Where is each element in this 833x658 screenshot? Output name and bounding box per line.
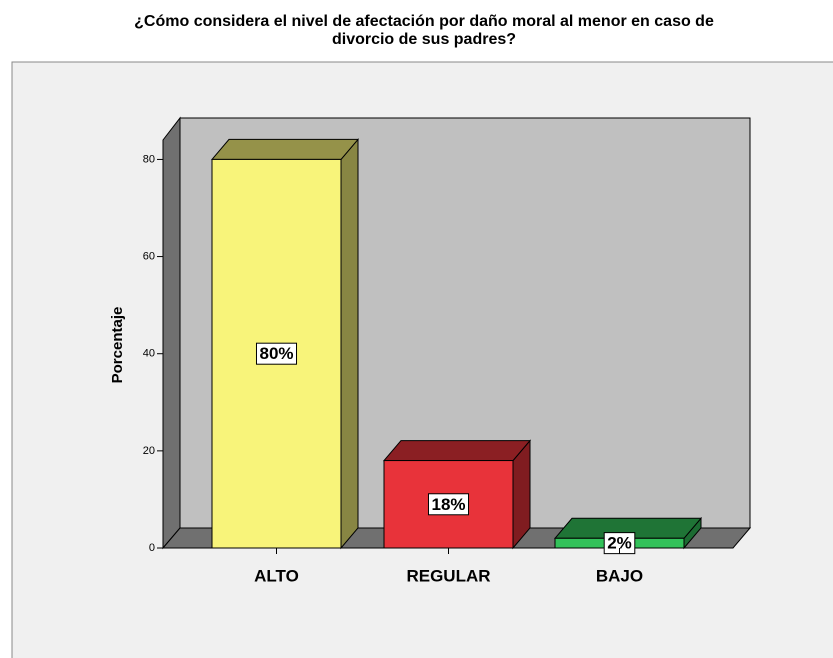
data-label: 80% (259, 344, 293, 363)
x-tick-label: REGULAR (406, 566, 490, 585)
y-axis-label: Porcentaje (109, 307, 126, 384)
bar-top (210, 138, 360, 160)
bar-top (382, 440, 532, 462)
chart-title: divorcio de sus padres? (332, 31, 516, 48)
data-label-box (427, 493, 470, 516)
data-label: 18% (431, 495, 465, 514)
y-tick-label: 0 (149, 542, 155, 554)
chart-title: ¿Cómo considera el nivel de afectación p… (134, 13, 714, 30)
x-tick-label: ALTO (254, 566, 299, 585)
y-tick-label: 20 (143, 445, 155, 457)
x-tick-label: BAJO (596, 566, 643, 585)
y-tick-label: 40 (143, 348, 155, 360)
bar-side (340, 138, 359, 550)
y-tick-label: 60 (143, 250, 155, 262)
y-tick-label: 80 (143, 153, 155, 165)
data-label-box (255, 342, 298, 365)
data-label: 2% (607, 534, 632, 553)
left-wall (162, 116, 181, 550)
